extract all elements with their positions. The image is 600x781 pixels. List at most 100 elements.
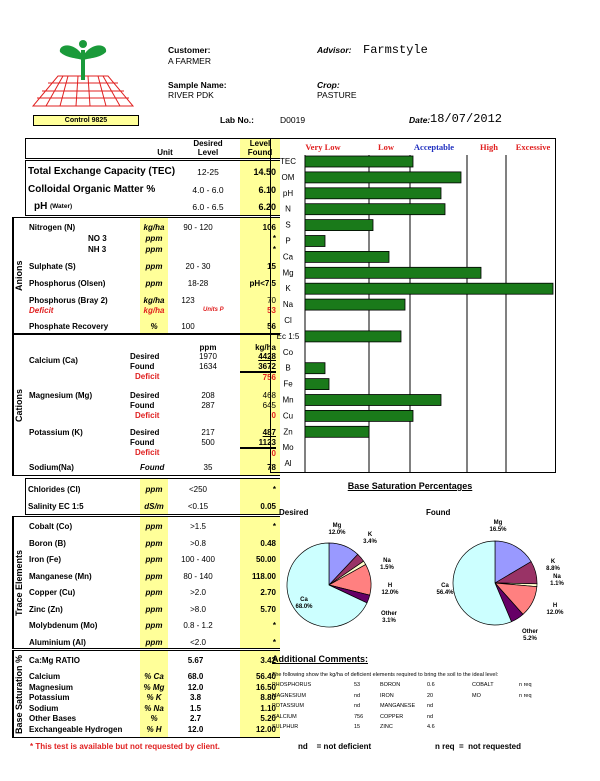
no3-found: * bbox=[272, 234, 276, 243]
basesat-side-label: Base Saturation % bbox=[13, 651, 27, 737]
advisor-value: Farmstyle bbox=[363, 43, 428, 57]
mg-desired-tag: Desired bbox=[130, 391, 160, 400]
trace-iron-found: 50.00 bbox=[255, 555, 276, 564]
k-deficit-tag: Deficit bbox=[135, 448, 160, 457]
mg-ppm-found: 287 bbox=[201, 401, 215, 410]
trace-aluminium-unit: ppm bbox=[145, 637, 163, 647]
trace-cobalt-desired: >1.5 bbox=[190, 522, 206, 531]
pie-found-title: Found bbox=[426, 508, 451, 517]
comment-cell: nd bbox=[354, 692, 361, 699]
comment-cell: COBALT bbox=[472, 682, 494, 688]
scale-label: Low bbox=[378, 142, 395, 152]
deficit-units-p: Units P bbox=[203, 307, 224, 313]
basesat-exchangeable-desired: 12.0 bbox=[187, 724, 204, 734]
basesat-magnesium-found: 16.50 bbox=[255, 682, 276, 692]
found-pie-chart: Mg 16.5% K 8.8% Na 1.1% H 12.0% Other 5.2% Ca 56.4% bbox=[436, 520, 564, 642]
customer-value: A FARMER bbox=[168, 56, 211, 66]
ca-kg-found: 3672 bbox=[240, 362, 276, 373]
crop-label: Crop: bbox=[317, 80, 340, 90]
footer-nreq: n req = not requested bbox=[435, 742, 522, 751]
mg-kg-desired: 468 bbox=[262, 391, 276, 400]
company-logo bbox=[31, 40, 135, 107]
level-bar bbox=[304, 409, 414, 422]
basesat-magnesium-label: Magnesium bbox=[29, 682, 74, 692]
comment-cell: nd bbox=[427, 703, 434, 709]
kgha-header: kg/ha bbox=[255, 343, 276, 352]
comment-cell: PHOSPHORUS bbox=[272, 682, 312, 688]
bar-category-label: Al bbox=[284, 459, 291, 468]
tec-found: 14.50 bbox=[253, 167, 276, 177]
basesat-sodium-desired: 1.5 bbox=[189, 703, 202, 713]
pie-label-k: K 8.8% bbox=[546, 559, 560, 572]
trace-boron-desired: >0.8 bbox=[190, 538, 206, 548]
ca-ppm-desired: 1970 bbox=[199, 352, 217, 361]
trace-copper-desired: >2.0 bbox=[190, 588, 206, 597]
basesat-calcium-label: Calcium bbox=[29, 672, 61, 681]
bar-category-label: Na bbox=[283, 300, 294, 309]
advisor-label: Advisor: bbox=[317, 45, 352, 55]
levels-bar-chart: Very Low Low Acceptable High Excessive TEC OM p… bbox=[270, 138, 556, 473]
trace-iron-label: Iron (Fe) bbox=[29, 555, 61, 564]
deficit-unit: kg/ha bbox=[143, 306, 165, 315]
comment-cell: 15 bbox=[354, 724, 361, 730]
chlorides-unit: ppm bbox=[145, 485, 163, 494]
trace-molybdenum-found: * bbox=[272, 621, 276, 630]
trace-manganese-found: 118.00 bbox=[251, 571, 276, 581]
sodium-label: Sodium(Na) bbox=[29, 463, 74, 472]
olsen-label: Phosphorus (Olsen) bbox=[29, 279, 106, 288]
na-kg: 78 bbox=[267, 463, 276, 472]
chlorides-found: * bbox=[272, 485, 276, 494]
bar-category-label: Cu bbox=[283, 411, 293, 420]
ppm-header: ppm bbox=[199, 343, 217, 352]
basesat-sodium-label: Sodium bbox=[29, 703, 59, 713]
comment-cell: CALCIUM bbox=[272, 713, 297, 720]
k-kg-found: 1123 bbox=[240, 438, 276, 449]
ca-kg-desired: 4428 bbox=[258, 352, 276, 361]
chlorides-desired: <250 bbox=[188, 485, 208, 494]
comment-cell: 20 bbox=[427, 692, 434, 699]
recovery-label: Phosphate Recovery bbox=[29, 322, 109, 331]
pie-label-na: Na 1.1% bbox=[550, 574, 564, 587]
potassium-label: Potassium (K) bbox=[29, 428, 83, 437]
nitrogen-label: Nitrogen (N) bbox=[29, 223, 76, 232]
basesat-potassium-unit: % K bbox=[146, 693, 162, 702]
ph-sub: (Water) bbox=[50, 203, 73, 210]
sulphate-desired: 20 - 30 bbox=[185, 262, 211, 271]
pie-label-mg: Mg 16.5% bbox=[489, 520, 507, 533]
olsen-desired: 18-28 bbox=[187, 279, 209, 288]
pie-label-other: Other 5.2% bbox=[522, 629, 539, 642]
bar-category-label: TEC bbox=[280, 157, 296, 166]
salinity-found: 0.05 bbox=[260, 502, 276, 511]
level-bar bbox=[304, 155, 414, 168]
nitrogen-desired: 90 - 120 bbox=[183, 223, 213, 232]
comment-cell: ZINC bbox=[380, 724, 393, 730]
trace-boron-label: Boron (B) bbox=[29, 538, 66, 548]
calcium-label: Calcium (Ca) bbox=[29, 356, 78, 365]
deficit-label: Deficit bbox=[29, 306, 54, 315]
trace-zinc-unit: ppm bbox=[145, 604, 163, 614]
pie-label-h: H 12.0% bbox=[546, 603, 564, 616]
olsen-found: pH<7.5 bbox=[249, 279, 276, 288]
pie-label-mg: Mg 12.0% bbox=[328, 523, 346, 536]
magnesium-label: Magnesium (Mg) bbox=[29, 391, 93, 400]
ca-ppm-found: 1634 bbox=[199, 362, 217, 371]
pie-desired-title: Desired bbox=[279, 508, 309, 517]
om-label: Colloidal Organic Matter % bbox=[28, 184, 156, 195]
sulphate-found: 15 bbox=[267, 262, 276, 271]
comment-cell: COPPER bbox=[380, 713, 404, 720]
comment-cell: MO bbox=[472, 692, 481, 699]
footer-nd: nd = not deficient bbox=[298, 742, 372, 751]
bray-found: 70 bbox=[267, 296, 276, 305]
lab-value: D0019 bbox=[280, 115, 306, 125]
k-found-tag: Found bbox=[130, 438, 155, 447]
salinity-desired: <0.15 bbox=[187, 502, 209, 511]
mg-deficit-tag: Deficit bbox=[135, 411, 160, 420]
comment-cell: 53 bbox=[354, 682, 361, 688]
bar-category-label: Mn bbox=[282, 396, 293, 405]
comment-cell: MANGANESE bbox=[380, 703, 416, 709]
k-kg-deficit: 0 bbox=[271, 449, 276, 458]
basesat-exchangeable-label: Exchangeable Hydrogen bbox=[29, 724, 123, 734]
anions-side-label: Anions bbox=[13, 218, 27, 333]
na-ppm: 35 bbox=[203, 463, 213, 472]
comment-cell: IRON bbox=[380, 692, 394, 699]
